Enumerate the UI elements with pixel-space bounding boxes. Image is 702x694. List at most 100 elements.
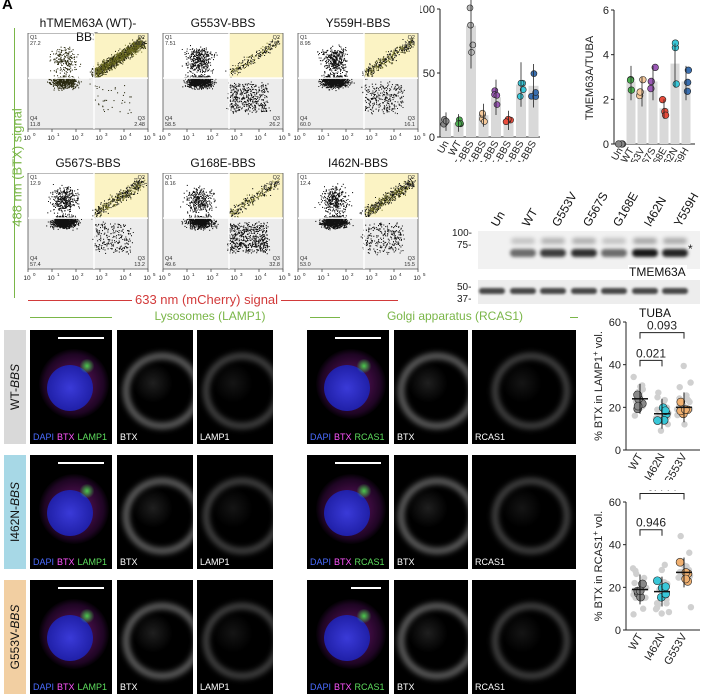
data-point (481, 118, 488, 125)
blot-lane-label: G553V (549, 189, 580, 229)
x-tick-label: 10 (278, 135, 286, 142)
y-tick-label: 100 (420, 4, 435, 16)
micrograph: DAPI BTX RCAS1 (307, 330, 389, 444)
q4-label: Q4 (30, 116, 37, 122)
x-tick-label: 10 (159, 275, 166, 282)
merge-channel-label: BTX (334, 432, 352, 442)
cell-interior (212, 612, 253, 653)
x-tick-label: 10 (389, 275, 397, 282)
x-tick-label: 10 (47, 275, 55, 282)
chart-tmem63a-tuba: 0246TMEM63A/TUBAUnWTG553VG567SG168EI462N… (584, 5, 695, 162)
q2-label: Q2 (273, 35, 280, 41)
channel-label: BTX (120, 557, 138, 567)
y-tick-label: 40 (609, 360, 621, 372)
gate-lower-shade (298, 78, 418, 129)
x-tick-exp: 4 (129, 272, 132, 277)
plot-frame (162, 173, 284, 270)
merge-channel-label: DAPI (310, 682, 332, 692)
y-tick-label: 0 (615, 625, 621, 637)
micrograph: BTX (394, 330, 468, 444)
flow-plot-title: I462N-BBS (327, 156, 389, 170)
green-puncta (355, 483, 372, 498)
cell-outline (492, 477, 571, 554)
merge-label: DAPI BTX RCAS1 (310, 557, 388, 567)
data-point (636, 88, 644, 96)
row-label: I462N-BBS (8, 482, 22, 542)
cell-interior (212, 487, 253, 528)
flow-plot: Q18.16Q29.46Q332.8Q449.61001011021031041… (159, 173, 291, 282)
micrograph: BTX (394, 455, 468, 569)
micrograph: LAMP1 (197, 330, 273, 444)
band-tmem63a-upper (510, 238, 535, 244)
q2-label: Q2 (138, 35, 145, 41)
green-puncta (78, 358, 95, 373)
marker-100: 100- (452, 228, 473, 239)
category-label: G553V (662, 451, 690, 480)
data-point (647, 77, 655, 85)
data-point (626, 76, 635, 84)
x-tick-label: 10 (159, 135, 166, 142)
x-tick-label: 10 (254, 275, 262, 282)
gate-lower-shade (28, 78, 148, 129)
x-tick-label: 10 (294, 135, 301, 142)
y-tick-label: 0 (429, 132, 435, 144)
merge-channel-label: RCAS1 (354, 432, 385, 442)
q1-label: Q1 (30, 175, 37, 181)
micrograph: RCAS1 (472, 580, 576, 694)
micrograph: DAPI BTX LAMP1 (30, 455, 112, 569)
q4-value: 11.8 (30, 122, 40, 128)
channel-label: BTX (397, 557, 415, 567)
x-tick-exp: 0 (33, 132, 36, 137)
replicate-point (681, 574, 690, 584)
bar (637, 90, 647, 144)
x-tick-label: 10 (71, 135, 79, 142)
q3-label: Q3 (273, 116, 280, 122)
flow-x-axis-label: 633 nm (mCherry) signal (132, 292, 282, 307)
cell-point (640, 574, 648, 582)
gate-lower-shade (163, 218, 283, 269)
x-tick-label: 10 (294, 275, 301, 282)
y-tick-label: 6 (603, 5, 609, 17)
cell-outline (202, 352, 273, 429)
q2-label: Q2 (138, 175, 145, 181)
channel-label: RCAS1 (475, 557, 506, 567)
channel-label: RCAS1 (475, 432, 506, 442)
scale-bar (335, 462, 381, 464)
row-label-suffix: BBS (8, 604, 22, 629)
band-tuba (631, 288, 658, 294)
cell-outline (398, 352, 468, 429)
q4-label: Q4 (300, 116, 307, 122)
x-tick-label: 10 (317, 275, 325, 282)
plot-frame (27, 173, 149, 270)
cell-interior (408, 487, 449, 528)
data-point (647, 84, 655, 93)
band-tmem63a (570, 249, 597, 257)
row-label-suffix: BBS (8, 481, 22, 506)
row-label-suffix: BBS (8, 363, 22, 389)
micrograph: DAPI BTX RCAS1 (307, 580, 389, 694)
cell-interior (408, 362, 449, 403)
merge-channel-label: LAMP1 (77, 682, 108, 692)
q1-value: 27.2 (30, 41, 41, 47)
band-tmem63a (631, 249, 658, 257)
data-point (661, 111, 670, 119)
y-tick-label: 0 (603, 139, 609, 151)
cell-point (676, 383, 683, 391)
merge-label: DAPI BTX RCAS1 (310, 432, 388, 442)
x-tick-exp: 0 (303, 272, 306, 277)
q1-value: 12.4 (300, 181, 311, 187)
cell-point (686, 549, 693, 556)
x-tick-label: 10 (341, 275, 349, 282)
merge-channel-label: BTX (57, 557, 75, 567)
blot-label-tmem63a: TMEM63A (628, 265, 687, 279)
x-tick-label: 10 (182, 135, 190, 142)
x-tick-exp: 3 (375, 132, 378, 137)
marker-37: 37- (457, 294, 472, 305)
data-point (684, 78, 692, 86)
cell-interior (132, 362, 173, 403)
cell-point (680, 362, 687, 370)
cell-point (629, 565, 637, 572)
replicate-point (675, 557, 685, 567)
x-tick-exp: 4 (399, 132, 402, 137)
channel-label: BTX (397, 682, 415, 692)
